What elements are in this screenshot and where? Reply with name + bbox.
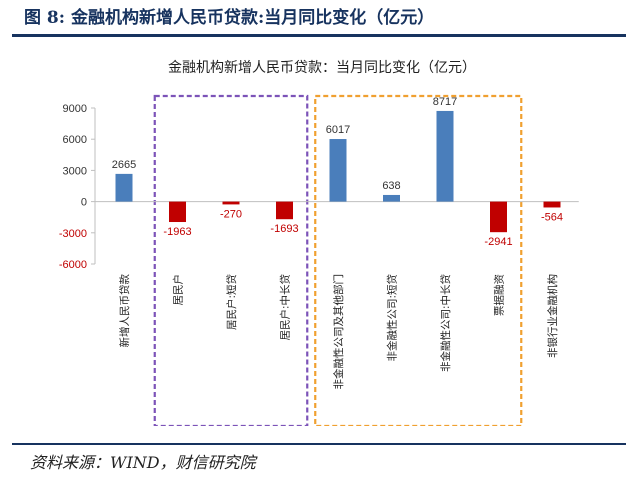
- category-label-9: 非银行业金融机构: [546, 274, 559, 358]
- bar-7: [436, 110, 454, 202]
- category-label-5: 非金融性公司及其他部门: [332, 274, 345, 390]
- figure-title: 图 8: 金融机构新增人民币贷款:当月同比变化（亿元）: [24, 8, 435, 28]
- data-label-7: 8717: [433, 96, 457, 108]
- group-box-2: [314, 94, 523, 426]
- y-tick-label: 6000: [63, 134, 87, 146]
- category-label-1: 新增人民币贷款: [118, 274, 131, 348]
- data-label-4: -1693: [270, 223, 298, 235]
- top-rule: [12, 34, 626, 37]
- data-label-6: 638: [382, 180, 400, 192]
- category-label-6: 非金融性公司:短贷: [386, 274, 399, 362]
- data-label-3: -270: [220, 208, 242, 220]
- bar-8: [490, 201, 507, 233]
- y-tick-label: 9000: [63, 103, 87, 115]
- bar-3: [222, 201, 240, 205]
- y-tick-label: -6000: [59, 259, 87, 271]
- category-label-7: 非金融性公司:中长贷: [439, 274, 452, 372]
- data-label-8: -2941: [484, 236, 512, 248]
- y-tick-label: -3000: [59, 228, 87, 240]
- source-note: 资料来源：WIND，财信研究院: [30, 453, 256, 472]
- category-label-3: 居民户:短贷: [225, 274, 238, 330]
- category-label-2: 居民户: [172, 274, 185, 306]
- bar-6: [383, 194, 400, 202]
- y-tick-label: 3000: [63, 165, 87, 177]
- data-label-9: -564: [541, 211, 563, 223]
- category-label-8: 票据融资: [493, 274, 506, 316]
- bar-5: [329, 139, 347, 202]
- bar-4: [276, 201, 293, 220]
- bottom-rule: [12, 443, 626, 445]
- bar-1: [115, 173, 133, 202]
- chart-area: 金融机构新增人民币贷款：当月同比变化（亿元） 9000 6000 3000 0 -300…: [22, 52, 618, 426]
- data-label-5: 6017: [326, 124, 350, 136]
- category-label-4: 居民户:中长贷: [279, 274, 292, 341]
- bar-chart: 金融机构新增人民币贷款：当月同比变化（亿元） 9000 6000 3000 0 -300…: [59, 60, 579, 426]
- y-tick-label: 0: [81, 197, 87, 209]
- bar-9: [543, 201, 561, 208]
- data-label-1: 2665: [112, 159, 136, 171]
- chart-title: 金融机构新增人民币贷款：当月同比变化（亿元）: [168, 60, 476, 76]
- group-box-1: [153, 94, 309, 426]
- bar-2: [169, 201, 186, 223]
- data-label-2: -1963: [163, 226, 191, 238]
